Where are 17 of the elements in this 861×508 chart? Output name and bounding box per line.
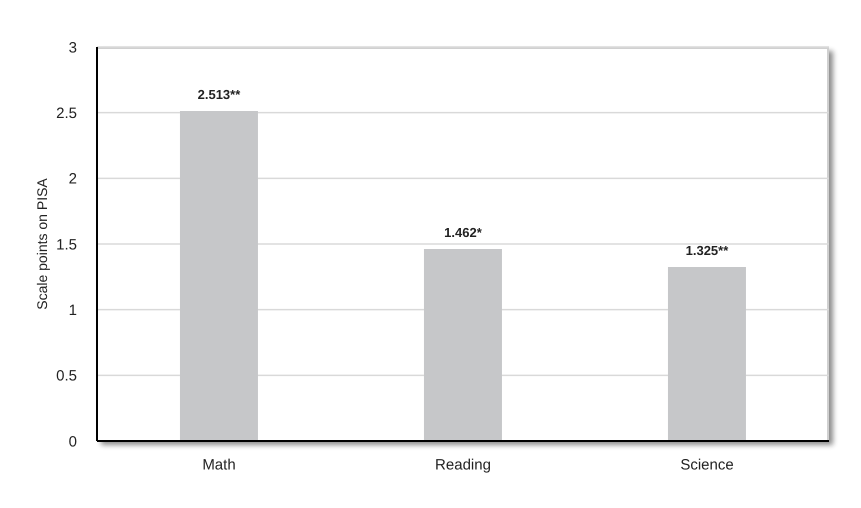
bar xyxy=(180,110,258,441)
y-tick-label: 1.5 xyxy=(56,236,77,254)
x-tick-label: Math xyxy=(202,456,236,474)
y-tick-label: 0.5 xyxy=(56,368,77,385)
bar xyxy=(424,248,502,441)
data-label: 2.513** xyxy=(198,86,242,102)
y-tick-label: 3 xyxy=(68,39,77,56)
y-tick-label: 1 xyxy=(68,302,77,319)
y-axis-title: Scale points on PISA xyxy=(34,178,50,310)
y-tick-label: 0 xyxy=(68,433,77,450)
x-tick-label: Reading xyxy=(435,456,491,474)
y-tick-label: 2.5 xyxy=(56,104,77,122)
y-tick-label: 2 xyxy=(68,170,77,188)
bar xyxy=(668,266,746,441)
data-label: 1.325** xyxy=(686,242,730,258)
data-label: 1.462* xyxy=(444,224,483,240)
x-tick-label: Science xyxy=(680,456,734,474)
